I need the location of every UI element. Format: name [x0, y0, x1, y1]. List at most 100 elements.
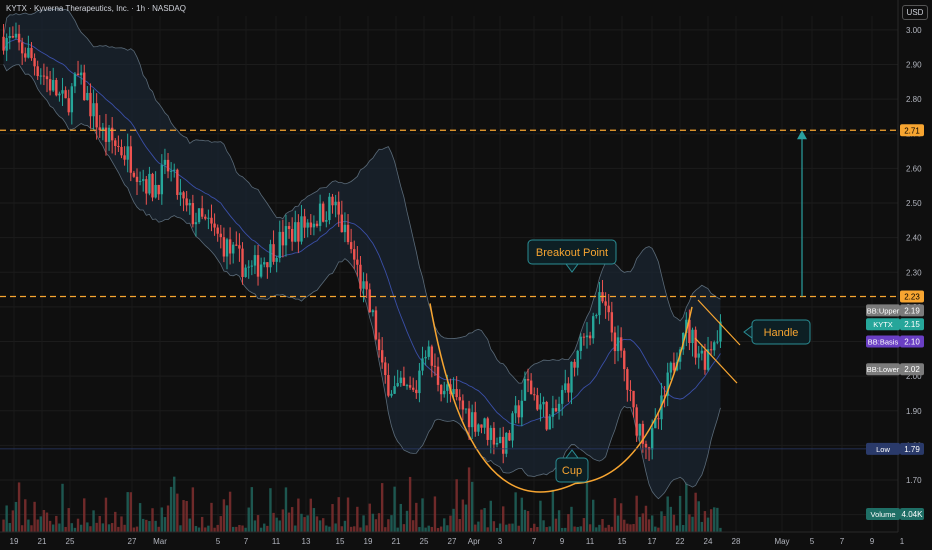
volume-bar [477, 521, 480, 532]
candle-body [418, 370, 421, 394]
candle-body [402, 377, 406, 386]
candle-body [685, 319, 688, 333]
candle-body [36, 66, 39, 77]
volume-bar [107, 524, 111, 532]
candle-body [573, 361, 576, 368]
candle-body [322, 203, 325, 222]
candle-body [287, 226, 291, 229]
volume-bar [79, 524, 83, 532]
candle-body [377, 339, 381, 351]
volume-bar [495, 527, 499, 532]
candle-body [247, 266, 250, 268]
candle-body [470, 412, 474, 428]
candle-body [169, 170, 173, 172]
volume-bar [443, 518, 446, 532]
indicator-value-bg [900, 318, 924, 331]
volume-bar [644, 505, 648, 532]
candle-body [502, 436, 505, 454]
x-tick-label: 25 [66, 537, 75, 546]
candle-body [306, 222, 309, 228]
candle-body [163, 159, 167, 165]
candle-body [415, 389, 418, 394]
volume-bar [52, 524, 55, 532]
volume-bar [433, 496, 437, 532]
x-tick-label: 7 [532, 537, 537, 546]
candle-body [706, 349, 710, 370]
volume-bar [337, 497, 340, 532]
indicator-value-bg [900, 335, 924, 348]
candle-body [107, 127, 111, 142]
candle-body [405, 385, 409, 387]
candle-body [592, 316, 595, 339]
candle-body [635, 407, 638, 436]
volume-bar [467, 467, 471, 532]
volume-bar [303, 517, 306, 532]
candle-body [30, 47, 33, 59]
volume-bar [244, 527, 247, 532]
volume-bar [458, 519, 461, 532]
y-tick-label: 2.00 [906, 372, 922, 381]
chart-title: KYTX · Kyverna Therapeutics, Inc. · 1h ·… [6, 4, 186, 13]
volume-bar [48, 520, 52, 532]
candle-body [67, 98, 70, 113]
cup-callout: Cup [555, 457, 589, 483]
indicator-value: 4.04K [902, 510, 924, 519]
volume-bar [427, 525, 430, 532]
volume-bar [508, 523, 511, 532]
candle-body [52, 80, 55, 91]
volume-bar [259, 527, 263, 532]
volume-bar [511, 523, 514, 532]
candle-body [371, 310, 375, 313]
volume-bar [269, 488, 272, 532]
volume-bar [623, 519, 626, 532]
candle-body [399, 377, 402, 384]
volume-bar [36, 519, 39, 532]
currency-button[interactable]: USD [902, 5, 928, 20]
volume-bar [318, 520, 322, 532]
volume-bar [384, 527, 387, 532]
candle-body [520, 400, 524, 418]
indicator-name-bg [866, 363, 900, 376]
candle-body [318, 203, 322, 226]
x-tick-label: Apr [468, 537, 481, 546]
volume-bar [694, 492, 697, 532]
candle-body [11, 36, 15, 38]
candle-body [666, 372, 669, 396]
candle-body [467, 408, 471, 428]
volume-bar [42, 509, 46, 532]
y-tick-label: 2.40 [906, 234, 922, 243]
candle-body [343, 224, 347, 233]
indicator-volume: Volume 4.04K [866, 508, 924, 520]
candle-body [632, 390, 635, 408]
candle-body [393, 386, 396, 394]
y-tick-label: 2.60 [906, 164, 922, 173]
candle-body [567, 383, 570, 393]
candle-body [191, 203, 195, 225]
volume-bar [225, 505, 229, 532]
volume-bar [520, 497, 524, 532]
candle-body [284, 226, 288, 246]
candle-body [337, 201, 340, 215]
level-label-bg [900, 124, 924, 137]
volume-bar [179, 525, 182, 532]
volume-bar [247, 507, 250, 532]
candle-body [477, 424, 480, 432]
candle-body [657, 418, 660, 420]
volume-bar [461, 499, 465, 532]
candle-body [238, 245, 241, 249]
volume-bar [647, 519, 651, 532]
candle-body [368, 289, 371, 313]
volume-bar [309, 498, 312, 532]
volume-bar [349, 526, 353, 532]
candle-body [194, 222, 198, 225]
level-label: 2.71 [904, 126, 920, 135]
volume-bar [548, 526, 551, 532]
volume-bar [489, 500, 492, 532]
volume-bar [334, 523, 337, 532]
candle-body [303, 216, 306, 228]
indicator-name-bg [866, 335, 900, 348]
candle-body [474, 412, 477, 432]
volume-bar [216, 524, 219, 532]
volume-bar [173, 476, 176, 532]
